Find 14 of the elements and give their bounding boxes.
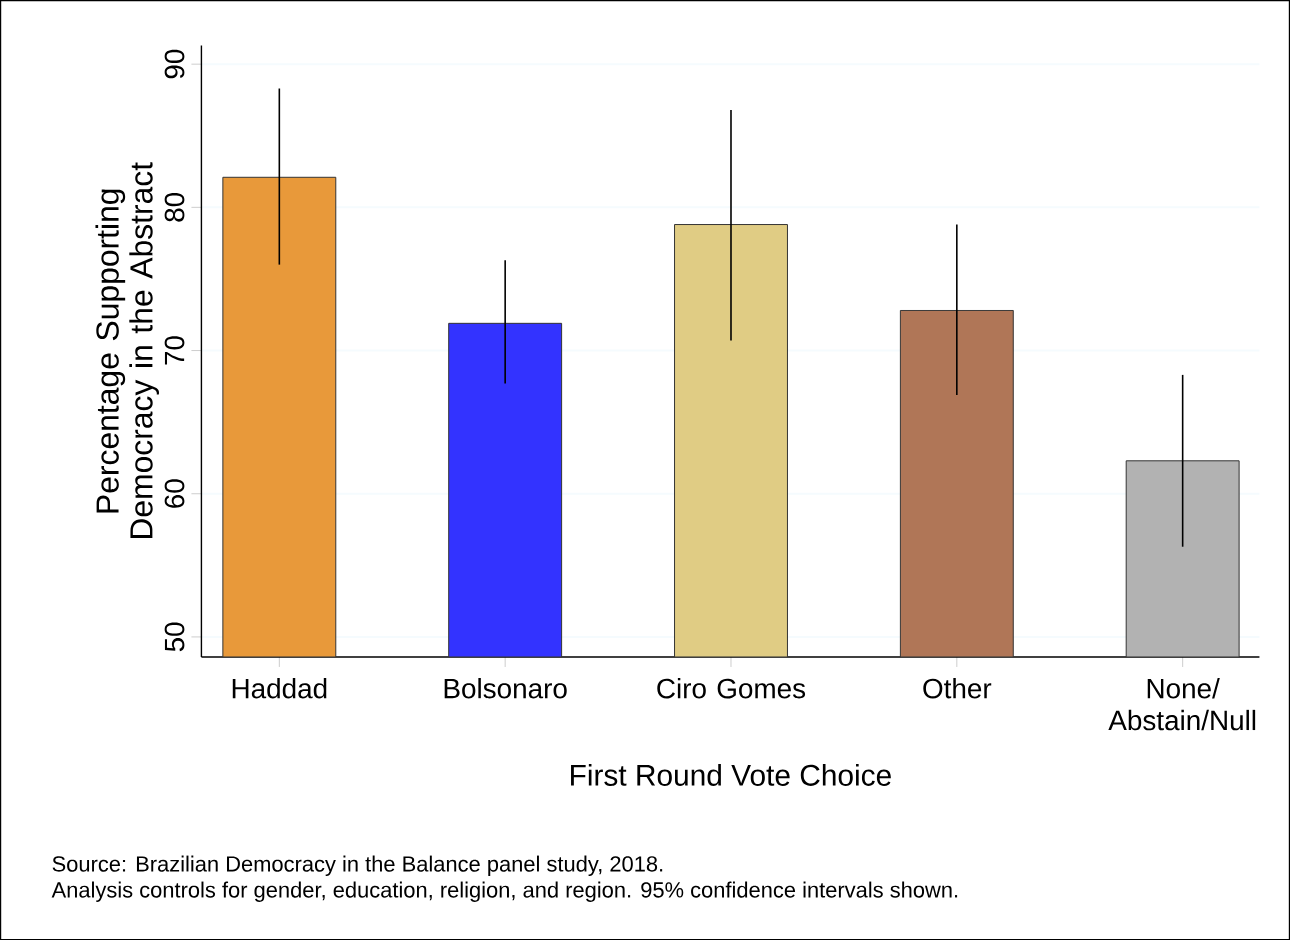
y-tick-label: 70	[164, 335, 185, 365]
text: Analysis controls for gender, education, religion, and region. 95% confidence intervals shown.	[51, 881, 958, 902]
y-tick-label: 80	[164, 192, 185, 222]
x-axis-title: First Round Vote Choice	[571, 763, 891, 786]
x-tick-label: Other	[923, 677, 992, 699]
source-note: Source: Brazilian Democracy in the Balance panel study, 2018.	[52, 855, 663, 876]
x-tick-label: Bolsonaro	[444, 677, 567, 699]
x-tick-label: Haddad	[232, 677, 327, 699]
x-tick-label: Ciro Gomes	[657, 677, 806, 699]
y-tick-label: 60	[164, 479, 185, 508]
y-tick-label: 50	[164, 622, 185, 652]
y-axis-title: Percentage Supporting Democracy in the Abstract	[95, 162, 159, 538]
x-tick-label: None/ Abstain/Null	[1108, 677, 1256, 731]
y-tick-label: 90	[164, 49, 185, 79]
